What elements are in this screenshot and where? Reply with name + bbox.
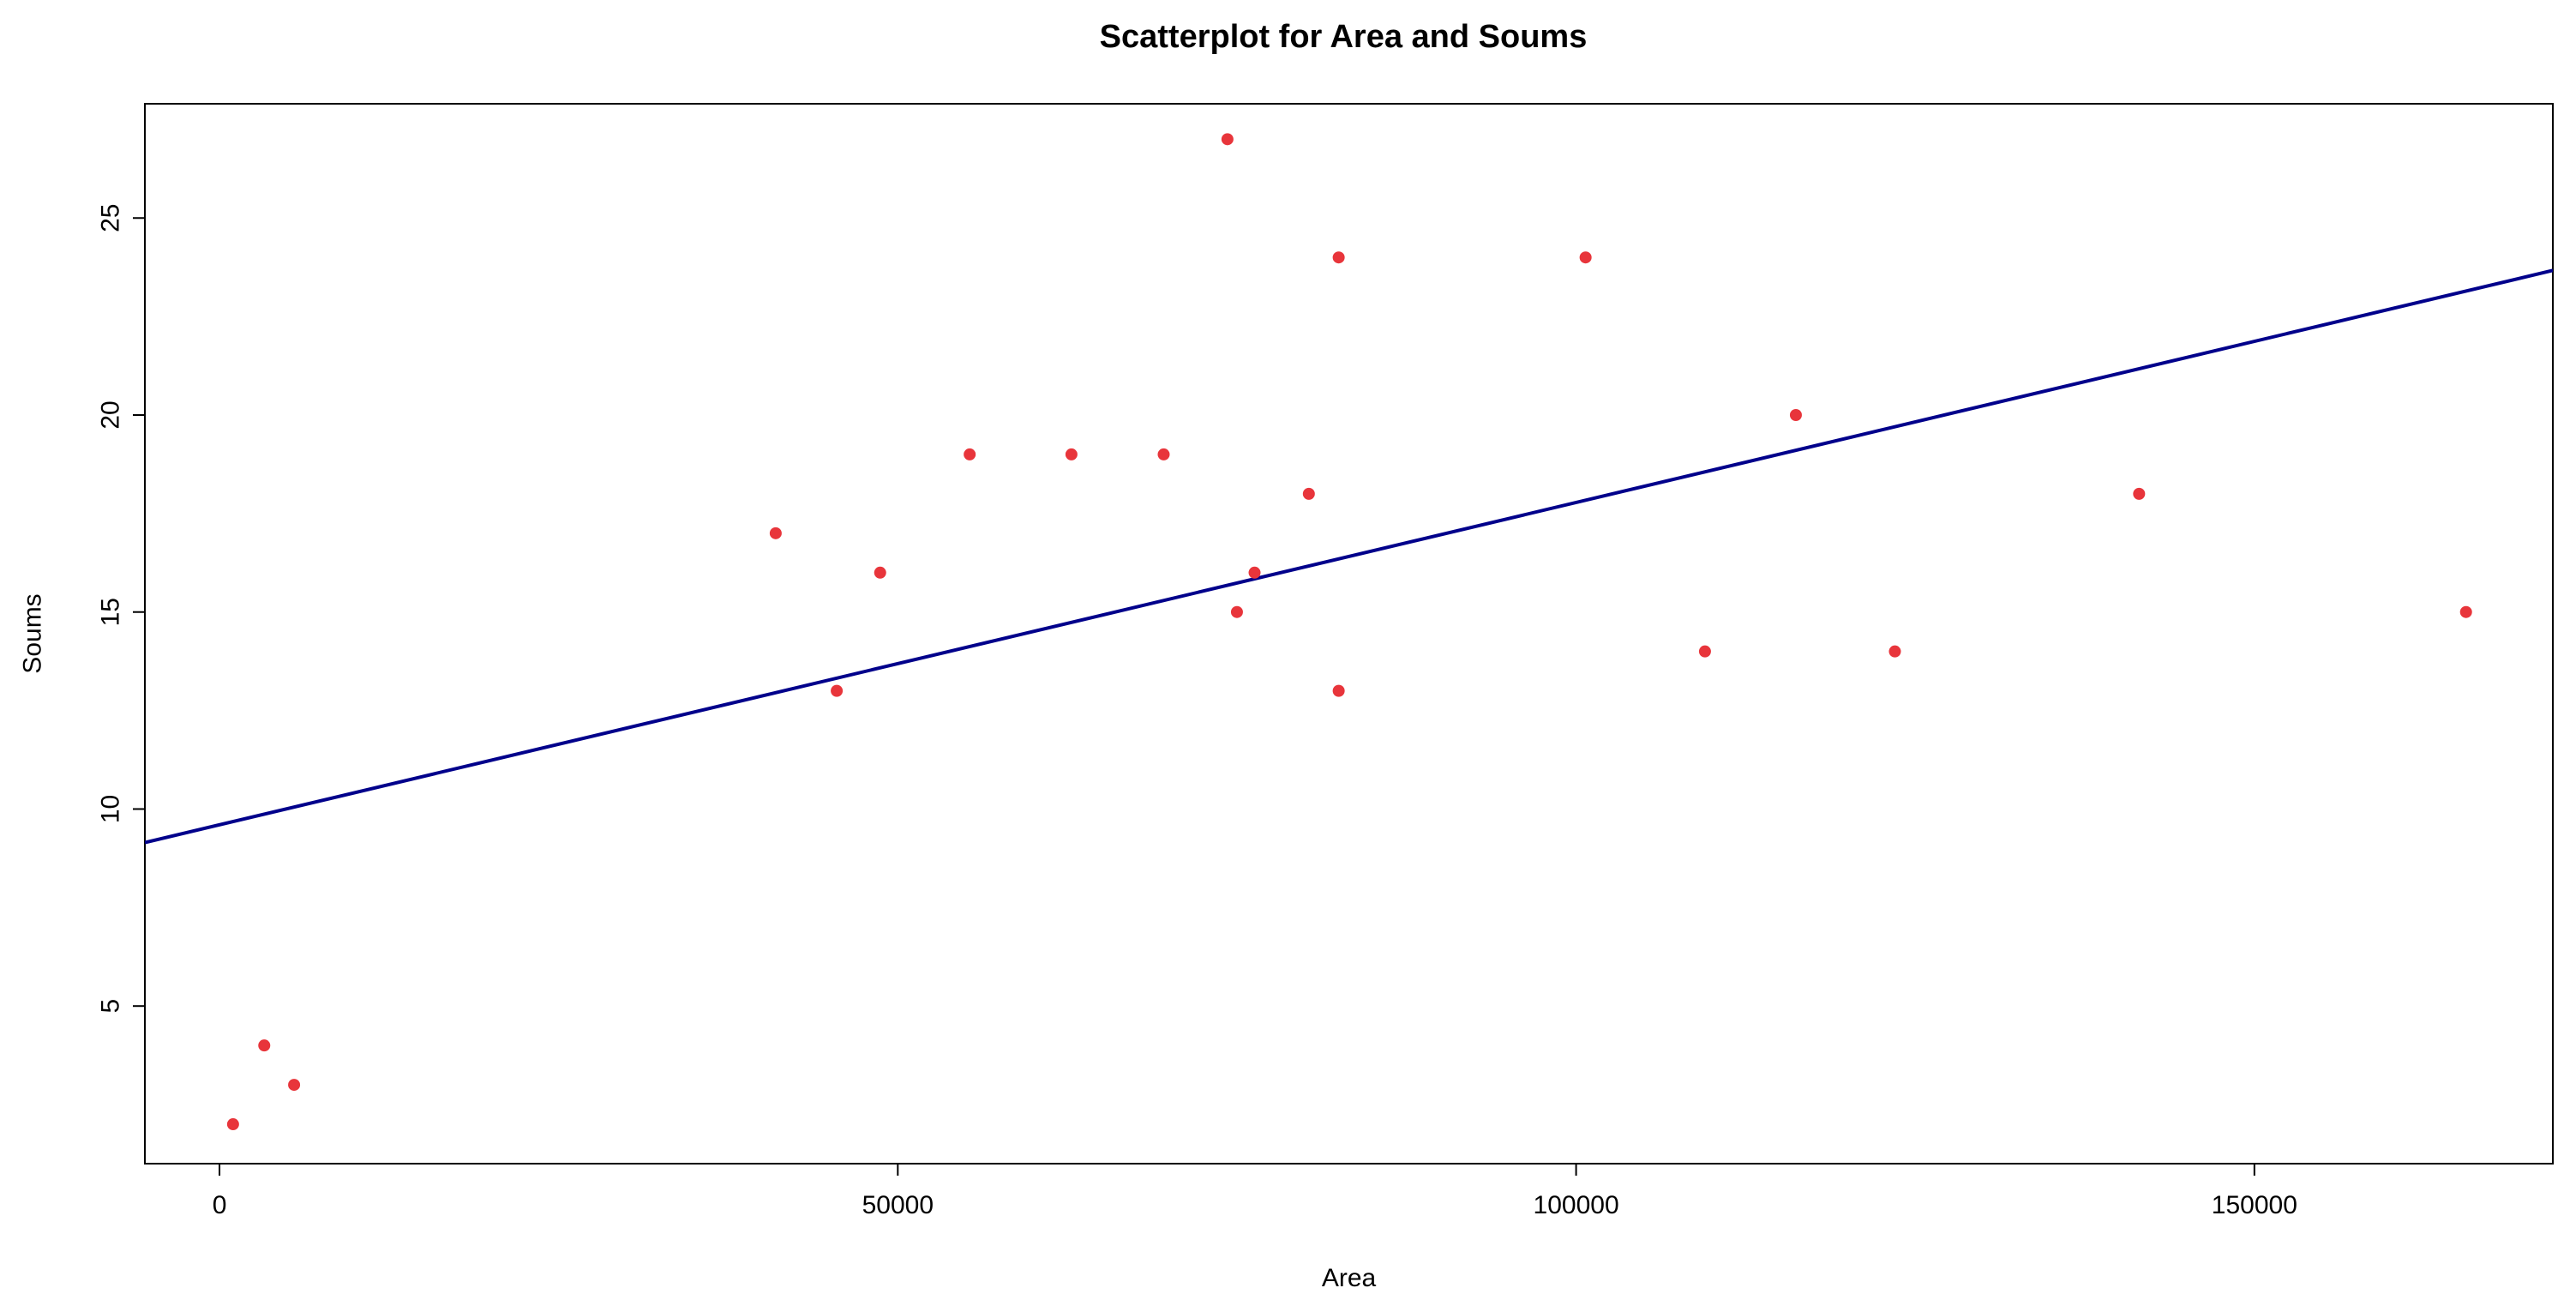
data-point: [964, 448, 976, 460]
data-point: [1579, 251, 1592, 264]
y-axis-label: Soums: [19, 593, 47, 673]
data-point: [1789, 408, 1802, 421]
data-point: [1698, 645, 1711, 658]
data-point: [1230, 605, 1243, 618]
y-tick-label: 20: [97, 400, 125, 429]
data-point: [1888, 645, 1901, 658]
data-points: [226, 133, 2472, 1131]
data-point: [831, 684, 844, 697]
y-tick-label: 25: [97, 204, 125, 232]
data-point: [226, 1118, 239, 1131]
data-point: [288, 1079, 301, 1092]
regression-line-group: [145, 268, 2553, 845]
data-point: [258, 1039, 271, 1052]
data-point: [1302, 487, 1315, 500]
chart-title: Scatterplot for Area and Soums: [1100, 19, 1588, 55]
data-point: [2133, 487, 2146, 500]
data-point: [1332, 251, 1345, 264]
data-point: [1332, 684, 1345, 697]
x-tick-label: 50000: [862, 1191, 934, 1219]
data-point: [2459, 605, 2472, 618]
data-point: [1221, 133, 1234, 146]
y-tick-label: 10: [97, 795, 125, 823]
data-point: [769, 527, 782, 539]
y-tick-label: 15: [97, 598, 125, 626]
y-tick-label: 5: [97, 999, 125, 1014]
data-point: [1065, 448, 1078, 460]
x-tick-label: 0: [213, 1191, 227, 1219]
y-axis: 5 10 15 20 25: [97, 204, 146, 1014]
data-point: [874, 566, 886, 579]
regression-line: [145, 268, 2553, 845]
x-axis-label: Area: [1322, 1264, 1377, 1292]
x-tick-label: 100000: [1534, 1191, 1619, 1219]
x-tick-label: 150000: [2212, 1191, 2297, 1219]
data-point: [1157, 448, 1170, 460]
data-point: [1248, 566, 1261, 579]
x-axis: 0 50000 100000 150000: [213, 1163, 2297, 1219]
